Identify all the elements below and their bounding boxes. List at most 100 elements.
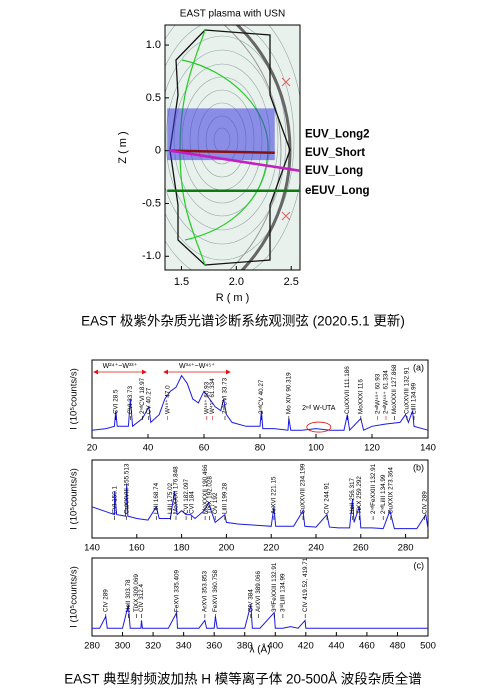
- x-tick-label: 460: [359, 641, 375, 652]
- caption: EAST 极紫外杂质光谱诊断系统观测弦 (2020.5.1 更新): [81, 314, 405, 329]
- legend-label: EUV_Short: [305, 147, 365, 159]
- x-tick-label: 340: [176, 641, 192, 652]
- line-annotation: CIV 384: [248, 589, 255, 612]
- line-annotation: CIV 289: [421, 491, 428, 514]
- band-label: W³⁴⁺~W⁴⁵⁺: [179, 362, 215, 370]
- line-annotation: 2ⁿᵈCVI 33.73: [222, 377, 229, 414]
- chord-line: [169, 149, 275, 155]
- x-tick-label: 400: [267, 641, 283, 652]
- x-tick-label: 380: [237, 641, 253, 652]
- line-annotation: CVI 150.1: [111, 485, 118, 514]
- legend-label: EUV_Long: [305, 165, 363, 177]
- y-axis-label: I (10⁵counts/s): [69, 566, 80, 628]
- y-tick-label: 0: [155, 145, 161, 157]
- chart-title: EAST plasma with USN: [180, 9, 285, 20]
- x-tick-label: 60: [199, 443, 210, 454]
- plot-frame: [91, 459, 429, 539]
- line-annotation: CVI 33.73: [127, 385, 134, 414]
- line-annotation: CV 40.27: [145, 387, 152, 414]
- line-annotation: 3ʳᵈFeXXIII 132.91: [271, 562, 278, 612]
- line-annotation: ArXVI 389.066: [255, 571, 262, 612]
- line-annotation: 2ⁿᵈLiIII 134.99: [380, 474, 387, 514]
- line-annotation: CuXXVIII 155.513: [123, 463, 130, 514]
- chord-band: [167, 108, 275, 161]
- line-annotation: CuXXVIII 234.199: [300, 463, 307, 514]
- line-annotation: HeII 303.78: [125, 579, 132, 612]
- line-annotation: LiIII 134.99: [411, 382, 418, 414]
- x-axis-label: λ (Å): [249, 643, 270, 656]
- line-annotation: TiXX 259.292: [356, 476, 363, 514]
- line-annotation: 3ʳᵈLiIII 134.99: [280, 573, 287, 612]
- x-axis-label: R ( m ): [216, 292, 250, 304]
- line-annotation: CIV 312.4: [138, 583, 145, 612]
- x-tick-label: 220: [263, 543, 279, 554]
- line-annotation: 2ⁿᵈCV 40.27: [258, 379, 265, 414]
- x-tick-label: 500: [420, 641, 436, 652]
- panel-label: (c): [414, 560, 425, 570]
- line-annotation: LiIII 168.74: [153, 482, 160, 514]
- band-label: W²⁴⁺~W³³⁺: [103, 362, 138, 370]
- x-tick-label: 2.0: [229, 276, 244, 288]
- x-tick-label: 140: [420, 443, 436, 454]
- panel-label: (a): [413, 362, 424, 372]
- line-annotation: W⁴⁵⁺ 47.0: [164, 385, 171, 414]
- line-annotation: HeII 256.317: [349, 477, 356, 514]
- x-tick-label: 160: [129, 543, 145, 554]
- line-annotation: CIV 289: [102, 589, 109, 612]
- x-tick-label: 200: [218, 543, 234, 554]
- x-tick-label: 140: [84, 543, 100, 554]
- line-annotation: W⁴⁵⁺ 61.334: [209, 378, 216, 414]
- spectrum-line: [91, 374, 429, 432]
- line-annotation: Mo XIV 90.319: [286, 372, 293, 414]
- line-annotation: CVI 28.5: [112, 389, 119, 414]
- x-tick-label: 1.5: [174, 276, 189, 288]
- line-annotation: MoXXXII 127.868: [391, 364, 398, 414]
- x-tick-label: 100: [308, 443, 324, 454]
- line-annotation: CVI 182.097: [183, 478, 190, 514]
- line-annotation: CIV 244.91: [324, 482, 331, 514]
- x-tick-label: 300: [115, 641, 131, 652]
- y-tick-label: -1.0: [142, 250, 161, 262]
- x-tick-label: 20: [87, 443, 98, 454]
- panel-label: (b): [413, 462, 424, 472]
- x-tick-label: 480: [390, 641, 406, 652]
- x-tick-label: 360: [206, 641, 222, 652]
- x-tick-label: 280: [398, 543, 414, 554]
- line-annotation: MoXXXII 190.466: [202, 464, 209, 514]
- line-annotation: CuXXVIII 132.91: [404, 367, 411, 414]
- line-annotation: FeXVI 335.409: [173, 569, 180, 612]
- line-annotation: 2ⁿᵈCVI 18.97: [139, 377, 146, 414]
- x-tick-label: 280: [84, 641, 100, 652]
- line-annotation: 2ⁿᵈW⁴⁵⁺ 61.334: [383, 370, 390, 414]
- line-annotation: W⁴⁵⁺ 60.93: [203, 381, 210, 414]
- line-annotation: OV 192: [212, 492, 219, 514]
- line-annotation: CIV 419.52, 419.71: [302, 557, 309, 612]
- line-annotation: CuXXIX 273.364: [387, 467, 394, 514]
- line-annotation: ArXVI 221.15: [271, 476, 278, 514]
- chord-line: [169, 149, 301, 172]
- line-annotation: MoXXXI 176.848: [173, 466, 180, 514]
- line-annotation: ArXVI 353.853: [202, 571, 209, 612]
- x-tick-label: 240: [308, 543, 324, 554]
- x-tick-label: 120: [364, 443, 380, 454]
- y-axis-label: I (10⁵counts/s): [69, 368, 80, 430]
- line-annotation: CVI 184: [188, 491, 195, 514]
- y-tick-label: 1.0: [146, 39, 161, 51]
- x-tick-label: 440: [328, 641, 344, 652]
- line-annotation: TiXX 192.028: [206, 476, 213, 514]
- x-tick-label: 260: [353, 543, 369, 554]
- x-tick-label: 320: [145, 641, 161, 652]
- x-tick-label: 2.5: [284, 276, 299, 288]
- line-annotation: LiIII 199.28: [222, 482, 229, 514]
- line-annotation: FeXVI 360.758: [212, 569, 219, 612]
- y-axis-label: I (10⁵counts/s): [69, 468, 80, 530]
- line-annotation: 2ⁿᵈFeXXIII 132.91: [370, 463, 377, 514]
- line-annotation: 2ⁿᵈW⁴⁵⁺ 60.93: [374, 373, 381, 414]
- line-annotation: LiIII 175.02: [167, 482, 174, 514]
- chart-layer: EAST plasma with USN 1.5 2.0 2.5 -1.0 -0.5 0 0.…: [64, 9, 436, 687]
- y-axis-label: Z ( m ): [117, 131, 129, 163]
- x-tick-label: 40: [143, 443, 154, 454]
- line-annotation: TiXX 309.069: [133, 574, 140, 612]
- x-tick-label: 420: [298, 641, 314, 652]
